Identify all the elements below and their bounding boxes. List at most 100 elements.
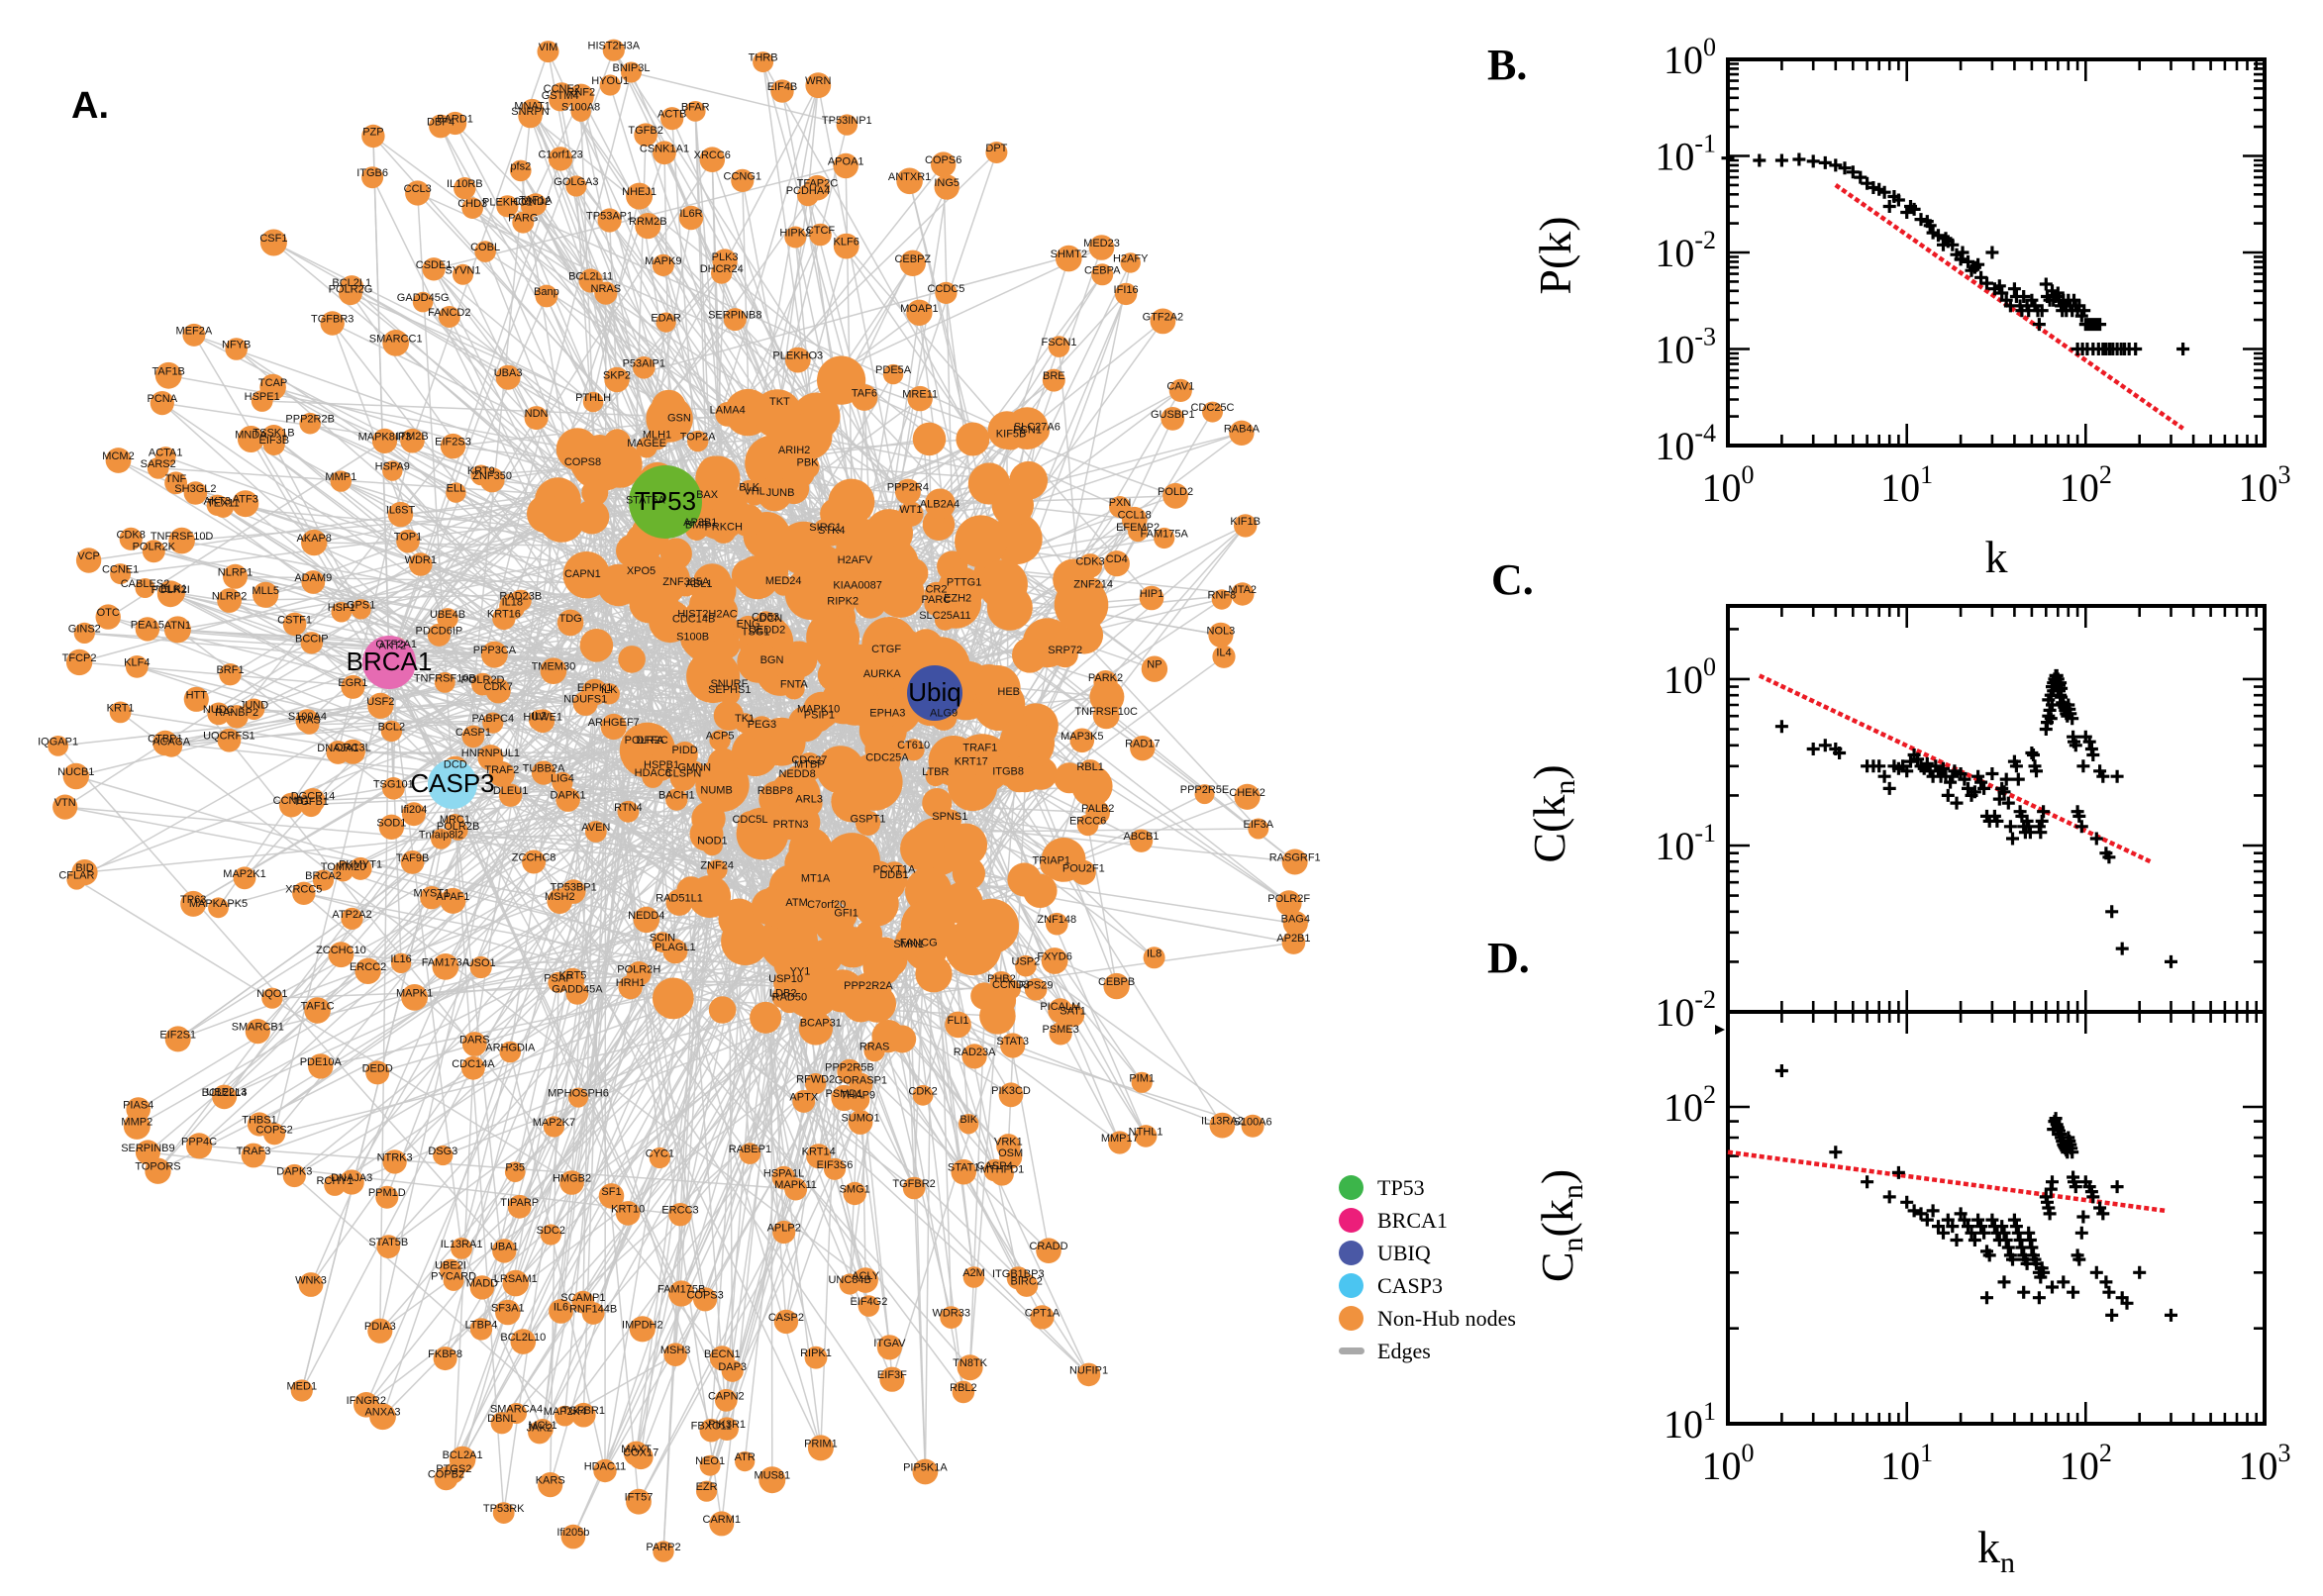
core-node: [649, 599, 692, 644]
network-node: [940, 1306, 963, 1329]
network-edge: [400, 418, 670, 964]
legend-label: BRCA1: [1377, 1207, 1448, 1233]
legend-item-casp3: CASP3: [1339, 1269, 1516, 1302]
panel-a-label: A.: [71, 85, 109, 127]
network-edge: [841, 379, 1260, 830]
network-edge: [979, 751, 1147, 1137]
network-node: [934, 174, 960, 200]
network-node: [420, 886, 444, 910]
network-node: [105, 448, 132, 473]
network-node: [598, 1183, 625, 1209]
panel-c-plot: 100 10-1 10-2 C(kn): [1524, 604, 2267, 1035]
network-node: [807, 1435, 834, 1461]
network-edge: [539, 960, 801, 1434]
network-node: [568, 1087, 588, 1108]
network-edge: [635, 1017, 766, 1454]
network-node: [333, 860, 354, 882]
network-edge: [662, 264, 940, 526]
core-node: [707, 748, 739, 779]
core-node: [691, 801, 726, 837]
network-edge: [576, 993, 713, 1431]
network-edge: [968, 740, 1020, 1368]
network-node: [699, 1454, 721, 1476]
x-tick-label: 100: [1702, 460, 1755, 510]
network-node: [354, 1392, 379, 1418]
network-node: [361, 166, 384, 189]
network-node: [237, 426, 264, 452]
core-node: [731, 504, 764, 537]
network-node: [217, 588, 243, 613]
network-node: [109, 701, 132, 724]
y-tick-label: 10-1: [1655, 130, 1716, 179]
network-node: [1076, 1362, 1101, 1387]
network-edge: [218, 409, 742, 715]
network-edge: [594, 464, 684, 778]
network-node: [712, 249, 738, 274]
network-node: [602, 39, 625, 61]
network-node: [711, 518, 737, 544]
network-node: [382, 1149, 407, 1174]
network-edge: [293, 742, 1028, 1177]
network-node: [715, 402, 741, 427]
network-edge: [501, 963, 791, 1424]
network-node: [164, 1026, 191, 1052]
plot-frame: [1726, 1010, 2267, 1426]
network-node: [549, 1299, 573, 1324]
core-node: [579, 629, 614, 662]
network-node: [998, 1082, 1024, 1108]
network-edge: [1086, 825, 1118, 987]
network-node: [502, 1269, 530, 1297]
network-node: [512, 211, 535, 234]
panel-b-label: B.: [1487, 41, 1528, 89]
network-node: [125, 655, 149, 678]
network-node: [962, 1266, 985, 1288]
core-node: [708, 996, 737, 1024]
x-tick-label: 101: [1880, 460, 1933, 510]
network-node: [618, 974, 643, 1000]
network-node: [615, 1201, 641, 1226]
network-node: [1150, 308, 1176, 335]
network-edge: [76, 878, 572, 1184]
network-node: [593, 1458, 617, 1483]
network-edge: [949, 943, 1020, 1279]
network-edge: [372, 135, 743, 411]
core-node: [941, 881, 983, 925]
network-node: [912, 1458, 939, 1485]
core-node: [948, 761, 998, 812]
network-edge: [161, 402, 413, 442]
network-edge: [417, 192, 1121, 508]
core-node: [956, 422, 990, 456]
network-edge: [293, 1174, 565, 1417]
network-node: [797, 184, 819, 207]
core-node: [867, 515, 902, 549]
network-node: [758, 1466, 786, 1494]
axis-ticks: [1726, 606, 2267, 1014]
core-node: [807, 968, 835, 995]
legend-dot-casp3: [1339, 1273, 1364, 1298]
network-edge: [674, 950, 822, 1448]
network-node: [154, 361, 182, 389]
network-node: [874, 642, 898, 665]
network-edge: [379, 195, 641, 1332]
legend-item-tp53: TP53: [1339, 1171, 1516, 1204]
network-node: [833, 233, 859, 259]
network-node: [225, 338, 248, 360]
network-edge: [663, 152, 670, 420]
network-node: [1052, 642, 1078, 668]
network-node: [390, 952, 412, 973]
core-node: [979, 998, 1016, 1035]
core-node: [538, 495, 585, 543]
network-node: [535, 284, 558, 308]
core-node: [866, 942, 899, 973]
legend-item-ubiq: UBIQ: [1339, 1237, 1516, 1269]
network-node: [1128, 521, 1149, 543]
legend-dot-ubiq: [1339, 1241, 1364, 1265]
y-tick-label: 102: [1664, 1080, 1716, 1130]
network-edge: [862, 669, 1143, 1083]
network-node: [570, 454, 595, 479]
x-tick-label: 100: [1702, 1439, 1755, 1488]
network-node: [469, 1318, 493, 1341]
network-node: [354, 957, 381, 984]
